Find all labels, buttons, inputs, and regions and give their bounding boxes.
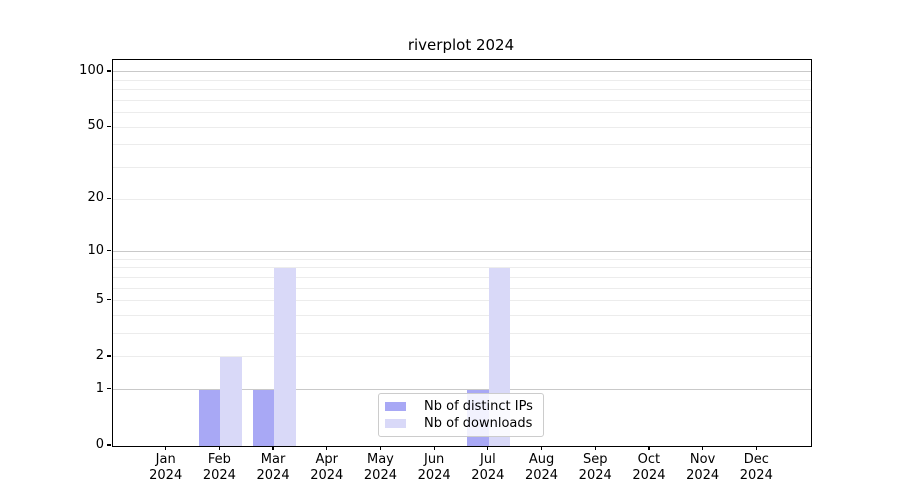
x-tick-mark xyxy=(755,446,757,450)
x-tick-label: May 2024 xyxy=(348,452,412,484)
x-tick-month: Dec xyxy=(743,452,769,467)
x-tick-label: Sep 2024 xyxy=(563,452,627,484)
y-gridline-minor xyxy=(113,126,811,128)
y-gridline-minor xyxy=(113,167,811,169)
x-tick-year: 2024 xyxy=(739,468,773,483)
x-tick-mark xyxy=(594,446,596,450)
x-tick-mark xyxy=(702,446,704,450)
x-tick-month: Jan xyxy=(155,452,176,467)
y-gridline-major xyxy=(113,251,811,253)
y-tick-label: 100 xyxy=(79,62,104,78)
x-tick-label: Dec 2024 xyxy=(724,452,788,484)
y-tick-mark xyxy=(107,299,111,301)
x-tick-month: May xyxy=(367,452,394,467)
x-tick-label: Oct 2024 xyxy=(617,452,681,484)
y-tick-label: 10 xyxy=(87,242,104,258)
x-tick-mark xyxy=(272,446,274,450)
x-tick-label: Jun 2024 xyxy=(402,452,466,484)
y-gridline-minor xyxy=(113,144,811,146)
x-tick-mark xyxy=(379,446,382,450)
x-tick-year: 2024 xyxy=(524,468,559,483)
y-gridline-minor xyxy=(113,315,811,317)
y-tick-label: 50 xyxy=(87,118,104,134)
chart-title: riverplot 2024 xyxy=(407,36,515,54)
x-tick-label: Jul 2024 xyxy=(456,452,520,484)
x-tick-year: 2024 xyxy=(578,468,612,483)
y-tick-mark xyxy=(107,355,111,357)
x-tick-label: Feb 2024 xyxy=(187,452,251,484)
x-tick-month: Aug xyxy=(528,452,555,467)
y-tick-mark xyxy=(107,70,111,72)
x-tick-mark xyxy=(433,446,435,450)
y-gridline-minor xyxy=(113,89,811,91)
y-gridline-minor xyxy=(113,258,811,260)
y-tick-label: 20 xyxy=(87,190,104,206)
legend-swatch-downloads xyxy=(385,419,406,428)
x-tick-mark xyxy=(165,446,167,450)
x-tick-month: Mar xyxy=(260,452,286,467)
x-tick-month: Jun xyxy=(423,452,445,467)
x-tick-month: Nov xyxy=(689,452,716,467)
y-tick-mark xyxy=(107,197,111,199)
x-tick-month: Jul xyxy=(480,452,496,467)
x-tick-year: 2024 xyxy=(632,468,666,483)
x-tick-year: 2024 xyxy=(202,468,236,483)
y-tick-mark xyxy=(107,250,111,252)
y-tick-label: 2 xyxy=(95,347,104,363)
y-gridline-minor xyxy=(113,356,811,358)
y-tick-mark xyxy=(107,444,111,446)
x-tick-month: Feb xyxy=(207,452,231,467)
y-gridline-minor xyxy=(113,99,811,101)
x-tick-label: Aug 2024 xyxy=(510,452,574,484)
y-tick-mark xyxy=(107,125,111,127)
x-tick-year: 2024 xyxy=(471,468,505,483)
bar-distinct-ips xyxy=(252,389,275,446)
x-tick-year: 2024 xyxy=(363,468,397,483)
x-tick-mark xyxy=(218,446,220,450)
y-gridline-minor xyxy=(113,198,811,200)
y-tick-label: 0 xyxy=(95,437,104,452)
bar-distinct-ips xyxy=(198,389,221,446)
plot-area xyxy=(112,59,812,447)
y-tick-label: 5 xyxy=(95,291,104,307)
legend-swatch-distinct-ips xyxy=(385,402,406,411)
y-gridline-minor xyxy=(113,267,811,269)
bar-downloads xyxy=(274,267,296,446)
x-tick-year: 2024 xyxy=(417,468,451,483)
x-tick-mark xyxy=(648,446,650,450)
x-tick-year: 2024 xyxy=(256,468,290,483)
x-tick-month: Apr xyxy=(315,452,339,467)
x-tick-mark xyxy=(326,446,328,450)
y-gridline-minor xyxy=(113,333,811,335)
x-tick-mark xyxy=(487,446,489,450)
legend: Nb of distinct IPs Nb of downloads xyxy=(378,393,544,437)
x-tick-month: Oct xyxy=(637,452,661,467)
y-gridline-minor xyxy=(113,79,811,81)
x-tick-year: 2024 xyxy=(310,468,344,483)
x-tick-label: Nov 2024 xyxy=(671,452,735,484)
x-tick-year: 2024 xyxy=(686,468,720,483)
y-gridline-major xyxy=(113,389,811,391)
x-tick-year: 2024 xyxy=(149,468,183,483)
y-gridline-minor xyxy=(113,300,811,302)
y-gridline-minor xyxy=(113,112,811,114)
x-tick-label: Mar 2024 xyxy=(241,452,305,484)
y-gridline-major xyxy=(113,71,811,73)
x-tick-label: Jan 2024 xyxy=(134,452,198,484)
y-gridline-minor xyxy=(113,276,811,278)
x-tick-mark xyxy=(540,446,543,450)
y-gridline-minor xyxy=(113,287,811,289)
legend-label-distinct-ips: Nb of distinct IPs xyxy=(424,398,533,414)
x-tick-label: Apr 2024 xyxy=(295,452,359,484)
y-tick-label: 1 xyxy=(95,380,104,396)
x-tick-month: Sep xyxy=(582,452,608,467)
bar-downloads xyxy=(220,356,242,446)
legend-label-downloads: Nb of downloads xyxy=(424,415,533,431)
y-tick-mark xyxy=(107,388,111,390)
